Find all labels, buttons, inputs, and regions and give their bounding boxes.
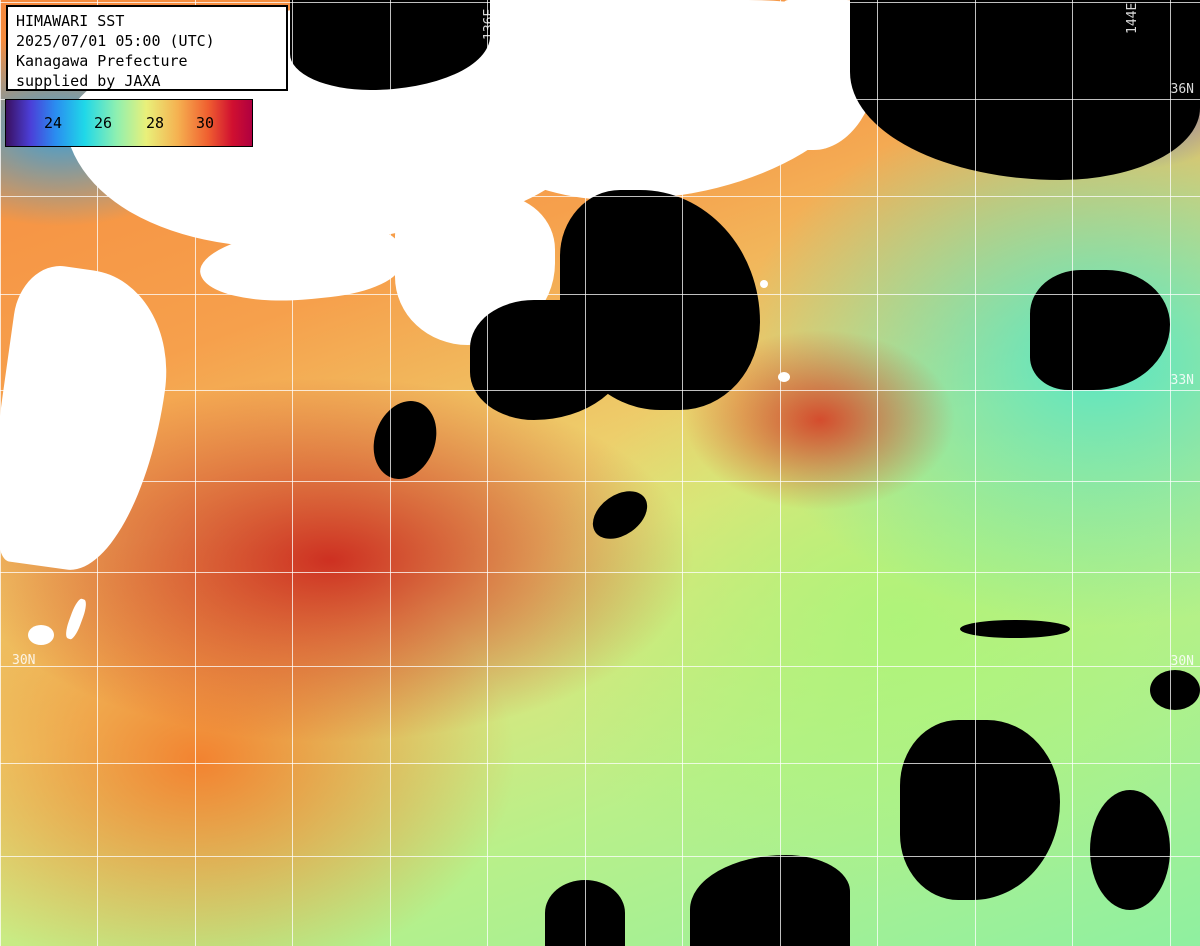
scale-tick-label: 24 [44, 114, 63, 132]
scale-tick-label: 26 [94, 114, 113, 132]
cloud-mask [960, 620, 1070, 638]
map-title: HIMAWARI SST [16, 12, 125, 30]
cloud-mask [1030, 270, 1170, 390]
land-islet [760, 280, 768, 288]
map-info-box: HIMAWARI SST 2025/07/01 05:00 (UTC) Kana… [6, 5, 288, 91]
data-credit: supplied by JAXA [16, 72, 161, 90]
latitude-label-36n: 36N [1170, 82, 1194, 97]
latitude-label-30n-right: 30N [1170, 654, 1194, 669]
cloud-mask [1150, 670, 1200, 710]
latitude-label-33n: 33N [1170, 373, 1194, 388]
cloud-mask [1090, 790, 1170, 910]
temperature-color-scale: 24 26 28 30 [5, 99, 253, 147]
longitude-label-144e: 144E [1125, 2, 1140, 34]
scale-tick-label: 28 [146, 114, 165, 132]
meridian-lines [0, 0, 1171, 946]
longitude-label-136e: 136E [482, 8, 497, 40]
latitude-label-30n-left: 30N [12, 653, 36, 668]
scale-tick-label: 30 [196, 114, 215, 132]
region-name: Kanagawa Prefecture [16, 52, 188, 70]
observation-datetime: 2025/07/01 05:00 (UTC) [16, 32, 215, 50]
land-islet [778, 372, 790, 382]
cloud-mask [900, 720, 1060, 900]
land-island [28, 625, 54, 645]
